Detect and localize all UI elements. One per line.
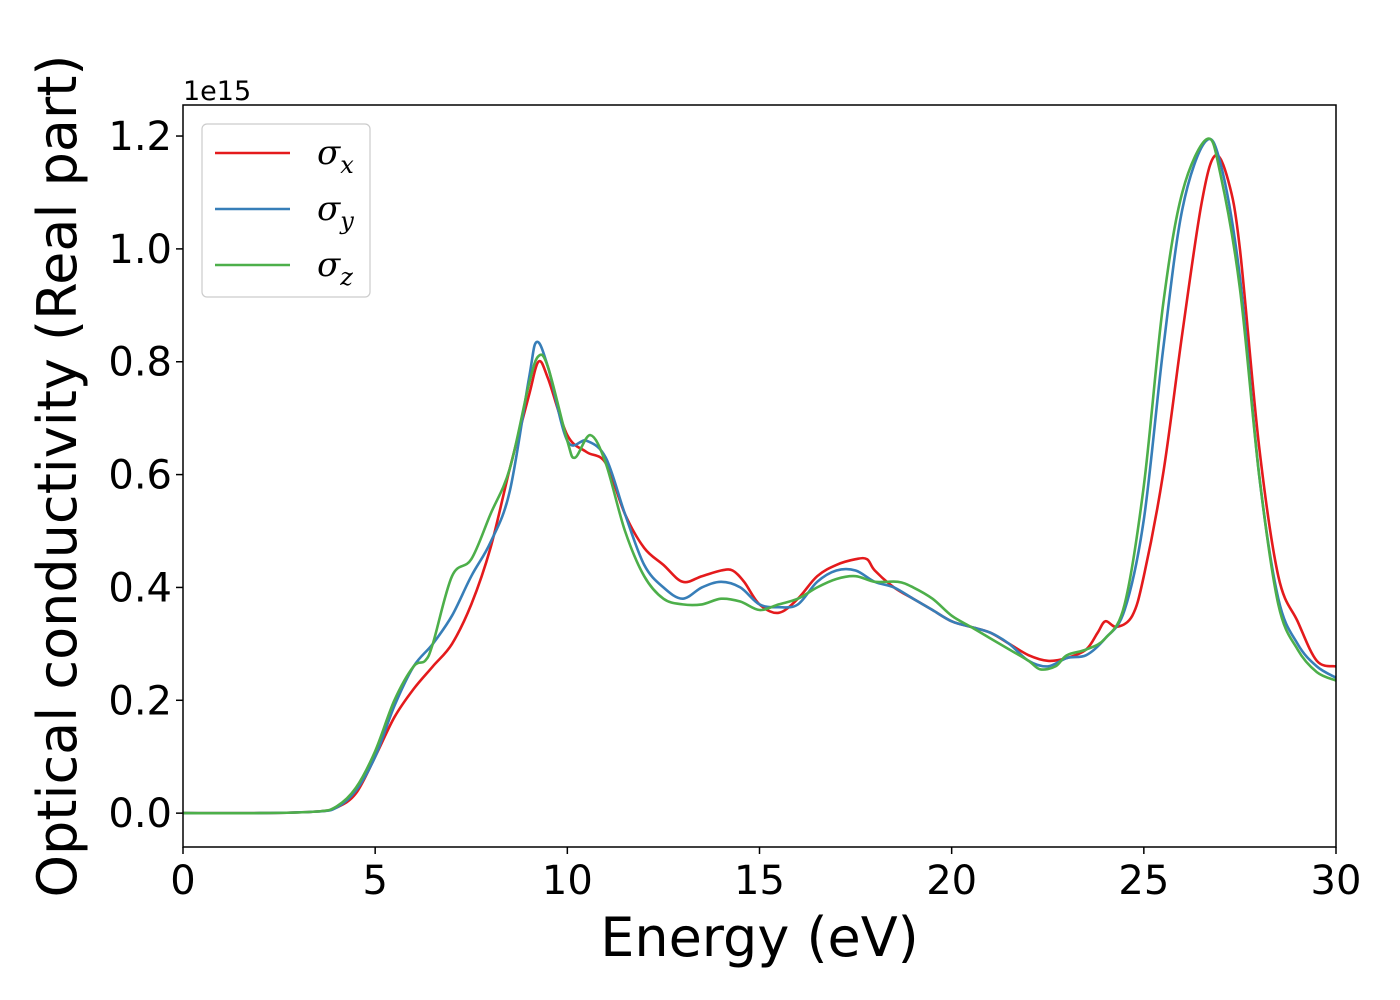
legend-frame (201, 123, 371, 298)
y-tick-label: 0.6 (108, 453, 172, 499)
y-offset-label: 1e15 (183, 76, 251, 107)
x-tick-label: 25 (1118, 858, 1169, 904)
y-axis-title: Optical conductivity (Real part) (26, 55, 89, 898)
x-tick-label: 20 (926, 858, 977, 904)
x-tick-label: 30 (1311, 858, 1362, 904)
series-line-z (183, 137, 1336, 815)
x-tick-label: 10 (542, 858, 593, 904)
x-axis-title: Energy (eV) (600, 906, 919, 969)
series-line-x (183, 153, 1336, 815)
series-layer (183, 137, 1336, 815)
y-tick-label: 0.4 (108, 565, 172, 611)
legend-subscript: z (339, 263, 353, 291)
y-axis: 0.0 0.2 0.4 0.6 0.8 1.0 1.2 (108, 114, 183, 837)
x-axis: 0 5 10 15 20 25 30 (170, 847, 1361, 904)
legend-label-x: σx (317, 133, 354, 179)
legend-subscript: x (340, 151, 354, 179)
legend-subscript: y (339, 207, 354, 235)
x-tick-label: 15 (734, 858, 785, 904)
y-tick-label: 1.0 (108, 227, 172, 273)
legend-symbol: σ (317, 133, 341, 173)
legend-label-z: σz (317, 245, 353, 291)
legend-symbol: σ (317, 189, 341, 229)
x-tick-label: 5 (362, 858, 387, 904)
y-tick-label: 0.0 (108, 791, 172, 837)
legend-label-y: σy (317, 189, 354, 235)
legend-symbol: σ (317, 245, 341, 285)
x-tick-label: 0 (170, 858, 195, 904)
y-tick-label: 1.2 (108, 114, 172, 160)
y-tick-label: 0.2 (108, 678, 172, 724)
series-line-y (183, 137, 1336, 815)
y-tick-label: 0.8 (108, 340, 172, 386)
